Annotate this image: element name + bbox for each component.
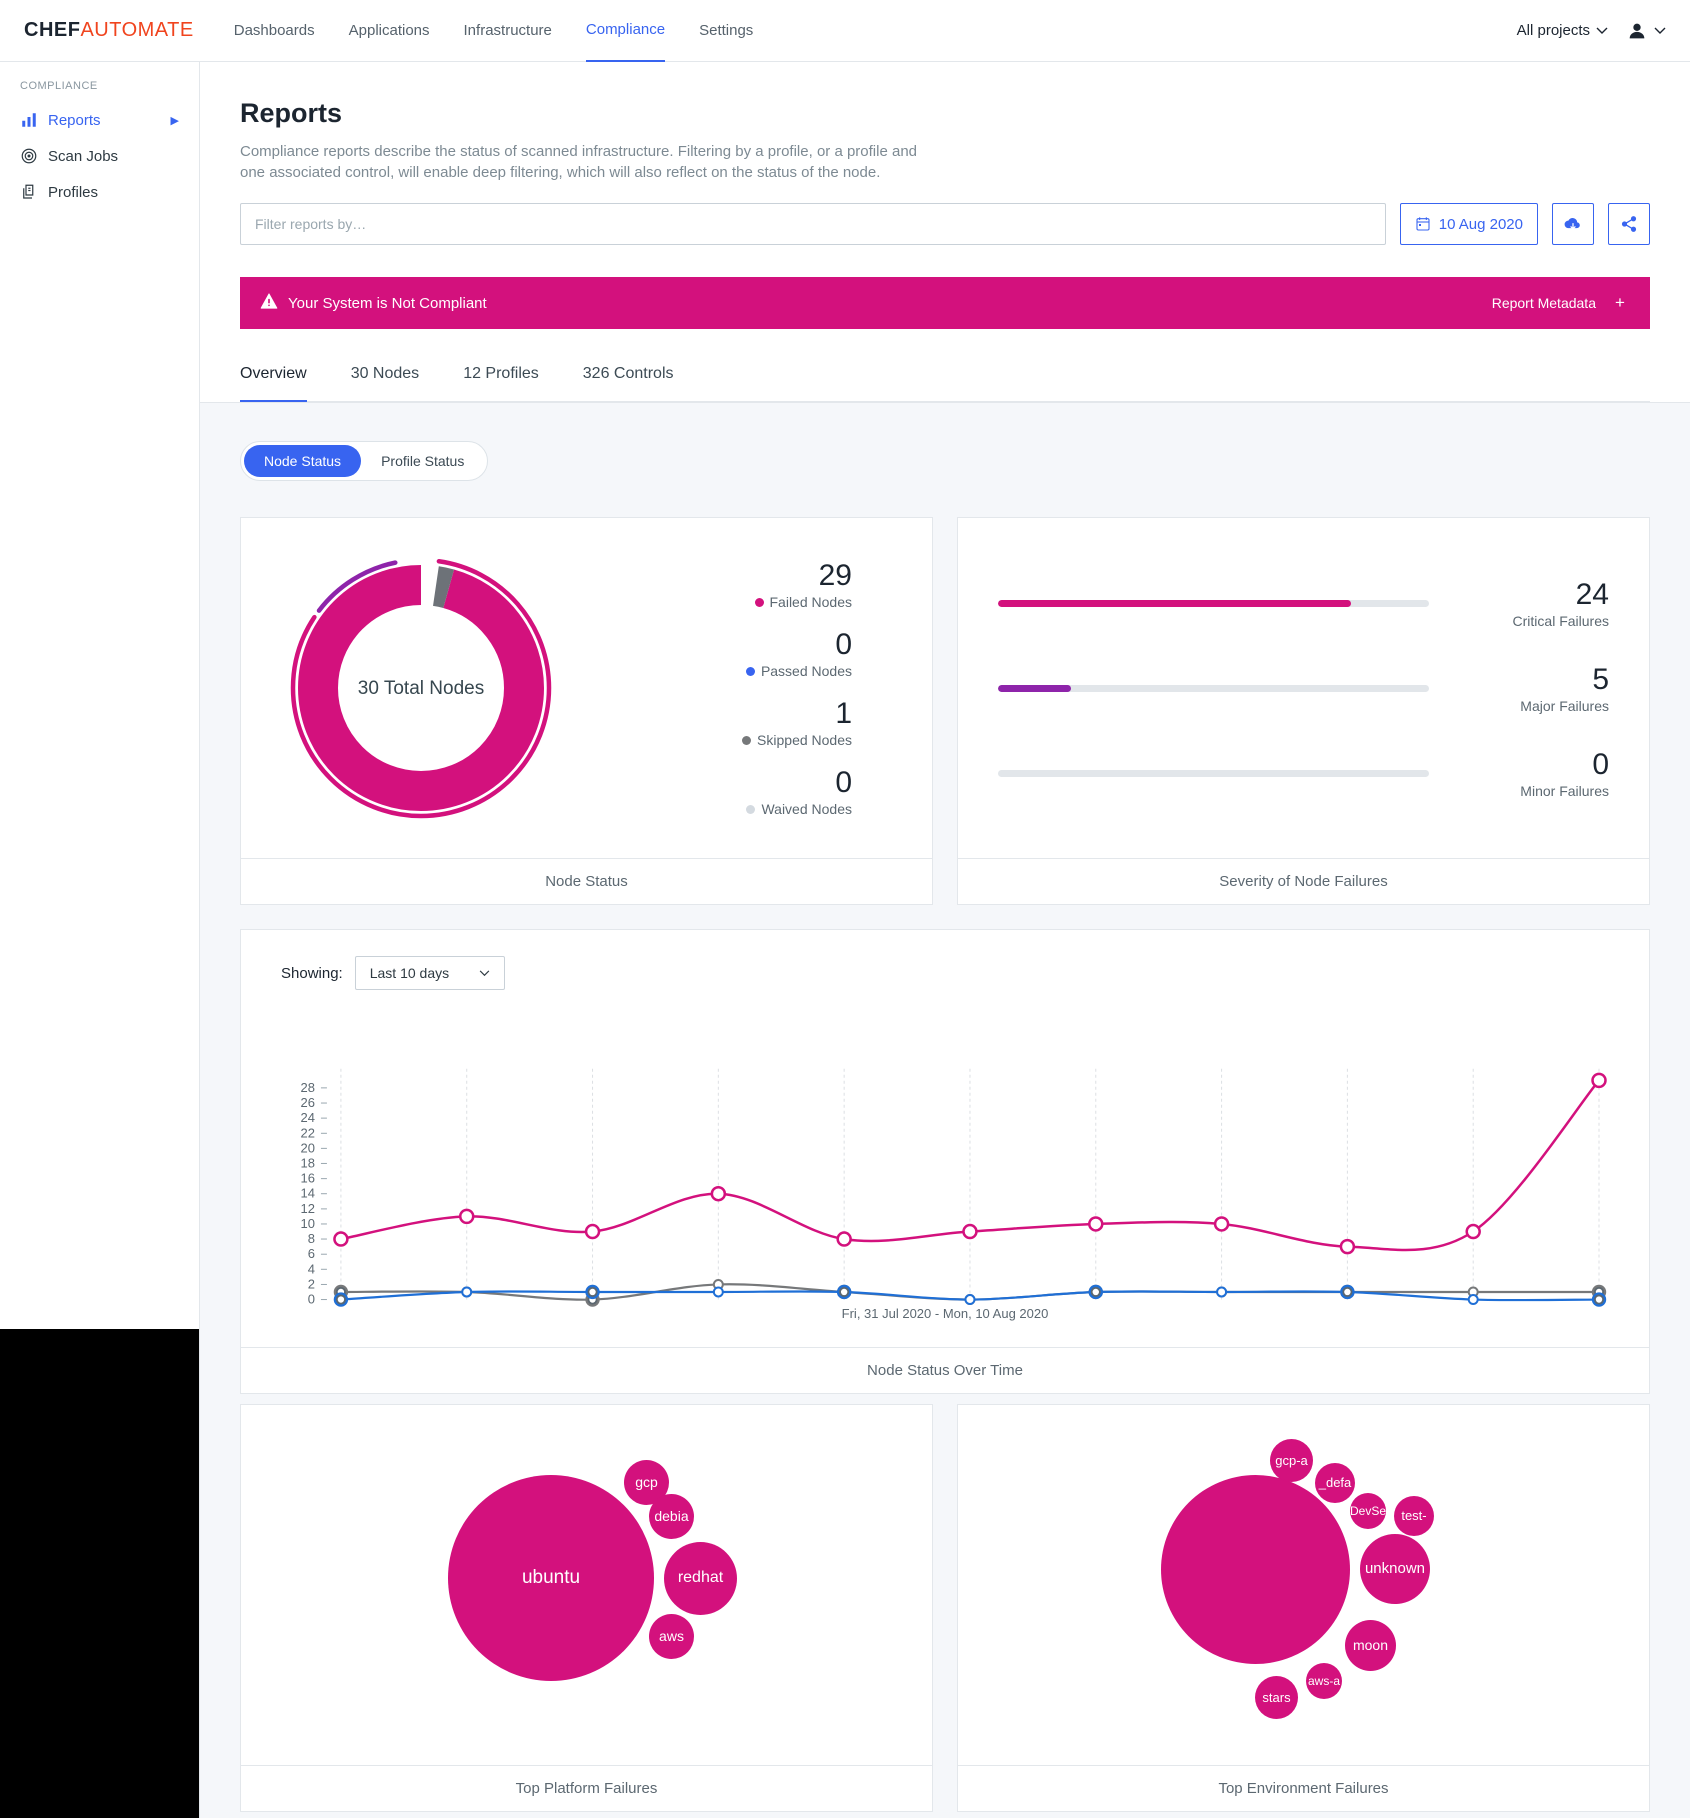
svg-text:4: 4	[308, 1261, 315, 1276]
svg-text:14: 14	[301, 1186, 315, 1201]
svg-text:12: 12	[301, 1201, 315, 1216]
svg-text:24: 24	[301, 1110, 315, 1125]
svg-text:28: 28	[301, 1080, 315, 1095]
svg-text:8: 8	[308, 1231, 315, 1246]
svg-text:20: 20	[301, 1140, 315, 1155]
svg-text:30 Total Nodes: 30 Total Nodes	[358, 678, 484, 699]
svg-text:22: 22	[301, 1125, 315, 1140]
svg-text:2: 2	[308, 1276, 315, 1291]
svg-text:16: 16	[301, 1171, 315, 1186]
svg-text:10: 10	[301, 1216, 315, 1231]
svg-text:6: 6	[308, 1246, 315, 1261]
svg-text:18: 18	[301, 1155, 315, 1170]
svg-text:26: 26	[301, 1095, 315, 1110]
svg-text:0: 0	[308, 1292, 315, 1307]
